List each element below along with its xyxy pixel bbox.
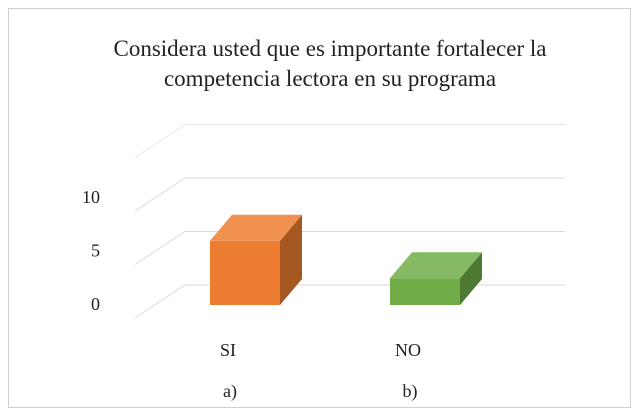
x-tick-label: NO	[395, 340, 421, 360]
bar	[210, 240, 280, 305]
grid-line	[134, 284, 565, 319]
y-tick-label: 0	[91, 294, 100, 314]
bar-top	[210, 214, 302, 241]
grid-line	[134, 124, 565, 158]
chart-frame	[8, 8, 631, 408]
bar-side	[280, 214, 302, 305]
bar-side	[460, 252, 482, 305]
x-sublabel: b)	[403, 381, 418, 402]
x-sublabel: a)	[223, 381, 237, 402]
bar-top	[390, 252, 482, 279]
chart-title: Considera usted que es importante fortal…	[113, 36, 547, 91]
grid-line	[134, 231, 565, 265]
y-tick-label: 10	[82, 187, 100, 207]
y-tick-label: 5	[91, 241, 100, 261]
grid-line	[134, 177, 565, 212]
bar	[390, 278, 460, 305]
x-tick-label: SI	[220, 340, 236, 360]
